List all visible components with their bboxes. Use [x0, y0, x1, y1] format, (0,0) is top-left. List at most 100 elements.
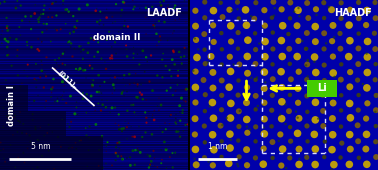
Point: [170, 49, 176, 52]
Point: [338, 47, 344, 50]
Point: [49, 3, 55, 5]
Point: [279, 117, 285, 120]
Point: [347, 86, 353, 88]
Point: [99, 99, 105, 101]
Point: [277, 113, 283, 116]
Point: [43, 75, 49, 78]
Point: [355, 109, 361, 111]
Point: [286, 47, 292, 50]
Point: [73, 101, 79, 104]
Point: [52, 100, 58, 103]
Point: [49, 91, 55, 94]
Point: [80, 57, 86, 60]
Point: [175, 69, 181, 72]
Point: [4, 85, 10, 88]
Point: [33, 63, 39, 65]
Point: [109, 46, 115, 48]
Point: [158, 148, 164, 151]
Point: [85, 42, 91, 44]
Point: [253, 63, 259, 65]
Point: [158, 162, 164, 165]
Point: [96, 148, 102, 151]
Point: [364, 87, 370, 89]
Point: [261, 126, 267, 129]
Point: [150, 89, 156, 92]
Point: [287, 1, 293, 4]
Point: [347, 71, 353, 73]
Point: [294, 132, 301, 135]
Point: [95, 102, 101, 105]
Point: [1, 157, 7, 160]
Point: [180, 130, 186, 132]
Point: [152, 157, 158, 159]
Point: [168, 114, 174, 116]
Point: [219, 94, 225, 97]
Point: [192, 101, 198, 104]
Point: [52, 68, 58, 71]
Point: [346, 55, 352, 58]
Point: [157, 126, 163, 129]
Point: [103, 150, 109, 153]
Point: [58, 145, 64, 148]
Point: [60, 3, 66, 6]
Point: [83, 127, 89, 130]
Point: [89, 78, 95, 81]
Point: [68, 46, 74, 48]
Point: [12, 6, 19, 9]
Point: [96, 74, 102, 76]
Point: [234, 1, 240, 4]
Point: [177, 119, 183, 122]
Point: [164, 39, 170, 42]
Point: [14, 55, 20, 57]
Point: [312, 163, 318, 166]
Point: [42, 4, 48, 7]
Point: [364, 52, 370, 55]
Point: [321, 48, 327, 50]
Point: [269, 94, 275, 97]
Point: [295, 87, 301, 90]
Point: [37, 126, 43, 129]
Point: [153, 32, 160, 35]
Point: [10, 133, 16, 136]
Point: [156, 40, 162, 43]
Point: [157, 35, 163, 38]
Point: [22, 15, 28, 18]
Point: [371, 32, 377, 35]
Point: [70, 15, 76, 18]
Point: [150, 114, 156, 116]
Point: [287, 63, 293, 65]
Point: [304, 47, 310, 50]
Point: [373, 63, 378, 65]
Point: [119, 92, 125, 95]
Point: [116, 128, 122, 131]
Point: [61, 75, 67, 78]
Point: [13, 7, 19, 9]
Point: [49, 158, 55, 160]
Point: [121, 1, 127, 4]
Point: [313, 71, 319, 74]
Point: [81, 69, 87, 72]
Point: [104, 99, 110, 102]
Point: [303, 47, 309, 50]
Point: [253, 78, 259, 81]
Point: [160, 76, 166, 79]
Point: [253, 95, 259, 97]
Point: [194, 90, 200, 93]
Point: [158, 4, 164, 7]
Point: [39, 63, 45, 66]
Point: [208, 55, 214, 58]
Point: [112, 76, 118, 79]
Point: [144, 153, 150, 156]
Point: [243, 8, 249, 11]
Point: [192, 37, 198, 40]
Point: [236, 125, 242, 128]
Point: [200, 79, 206, 81]
Point: [163, 167, 169, 169]
Point: [304, 78, 310, 81]
Point: [15, 120, 22, 122]
Point: [112, 89, 118, 92]
Point: [104, 141, 110, 144]
Point: [71, 29, 77, 32]
Point: [192, 9, 198, 12]
Point: [111, 87, 117, 90]
